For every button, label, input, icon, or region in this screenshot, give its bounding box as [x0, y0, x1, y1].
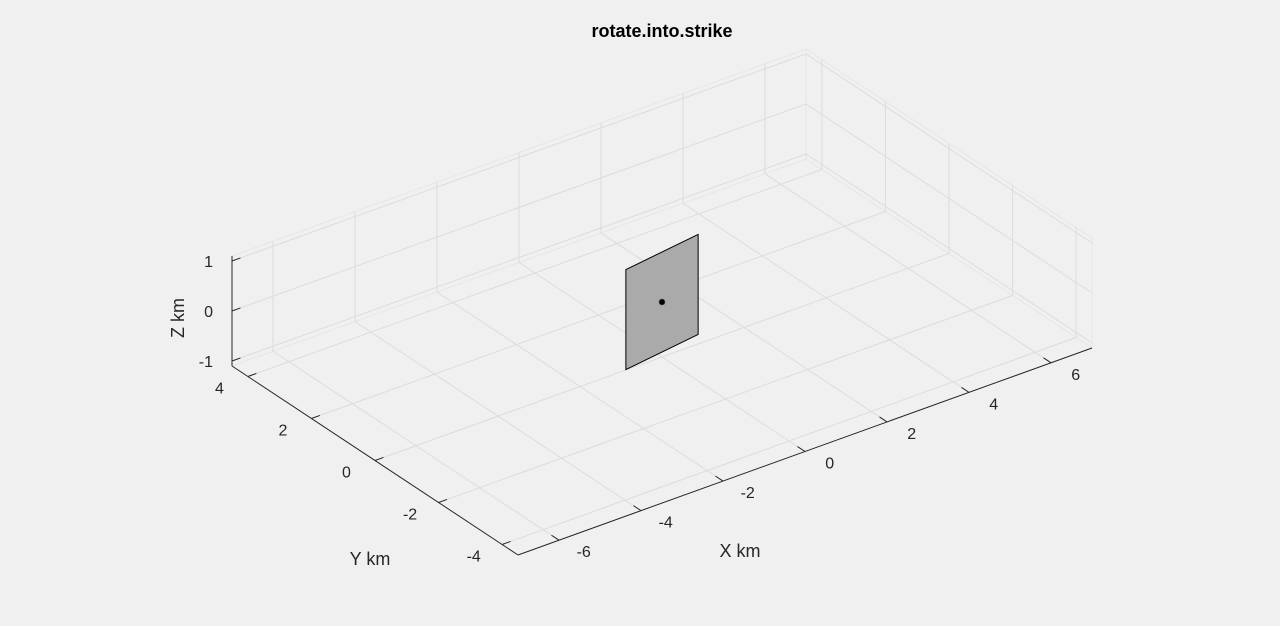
y-tick-mark — [311, 414, 321, 419]
x-tick-mark — [551, 534, 560, 541]
z-tick-mark — [231, 307, 241, 312]
y-tick-mark — [501, 540, 511, 545]
grid-line-y-floor — [247, 169, 823, 377]
y-tick-label: 2 — [279, 422, 288, 439]
z-tick-mark — [231, 257, 241, 262]
chart-title: rotate.into.strike — [591, 21, 732, 41]
grid-line-y-floor — [311, 211, 886, 419]
grid-line-z-wall — [805, 53, 1093, 244]
x-tick-label: -2 — [741, 485, 755, 502]
grid-line-y-floor — [374, 253, 950, 461]
x-tick-mark — [633, 505, 642, 512]
z-tick-label: 0 — [204, 304, 213, 321]
x-tick-label: 4 — [989, 396, 998, 413]
z-tick-label: -1 — [199, 354, 213, 371]
x-tick-label: 0 — [825, 456, 834, 473]
x-axis-label: X km — [719, 541, 760, 561]
x-tick-mark — [797, 446, 806, 452]
y-tick-label: 0 — [342, 464, 351, 481]
y-tick-mark — [438, 498, 448, 503]
y-tick-label: -4 — [467, 548, 481, 565]
y-axis-label: Y km — [350, 549, 391, 569]
x-tick-label: -6 — [577, 544, 591, 561]
y-tick-mark — [247, 372, 257, 377]
hypocenter-marker — [658, 298, 666, 306]
grid-line-z-wall — [805, 153, 1093, 344]
z-axis-label: Z km — [168, 298, 188, 338]
x-tick-mark — [879, 416, 888, 423]
x-tick-label: 2 — [907, 426, 916, 443]
grid-line-z-back — [231, 103, 807, 312]
y-tick-label: -2 — [403, 506, 417, 523]
grid-line-z-back — [231, 53, 807, 262]
y-tick-mark — [374, 456, 384, 461]
tick-marks — [231, 257, 1052, 545]
y-tick-label: 4 — [215, 380, 224, 397]
grid-line-y-floor — [501, 337, 1077, 545]
plot-content — [625, 233, 699, 371]
z-tick-label: 1 — [204, 254, 213, 271]
x-tick-mark — [1043, 357, 1052, 364]
x-tick-mark — [715, 475, 724, 482]
x-tick-label: 6 — [1071, 367, 1080, 384]
x-tick-mark — [961, 386, 970, 393]
grid-line-z-wall — [805, 103, 1093, 294]
grid-line-z-back — [231, 153, 807, 362]
grid-line-y-floor — [438, 295, 1013, 503]
x-tick-label: -4 — [659, 515, 673, 532]
z-tick-mark — [231, 357, 241, 362]
grid-lines — [231, 53, 1093, 545]
